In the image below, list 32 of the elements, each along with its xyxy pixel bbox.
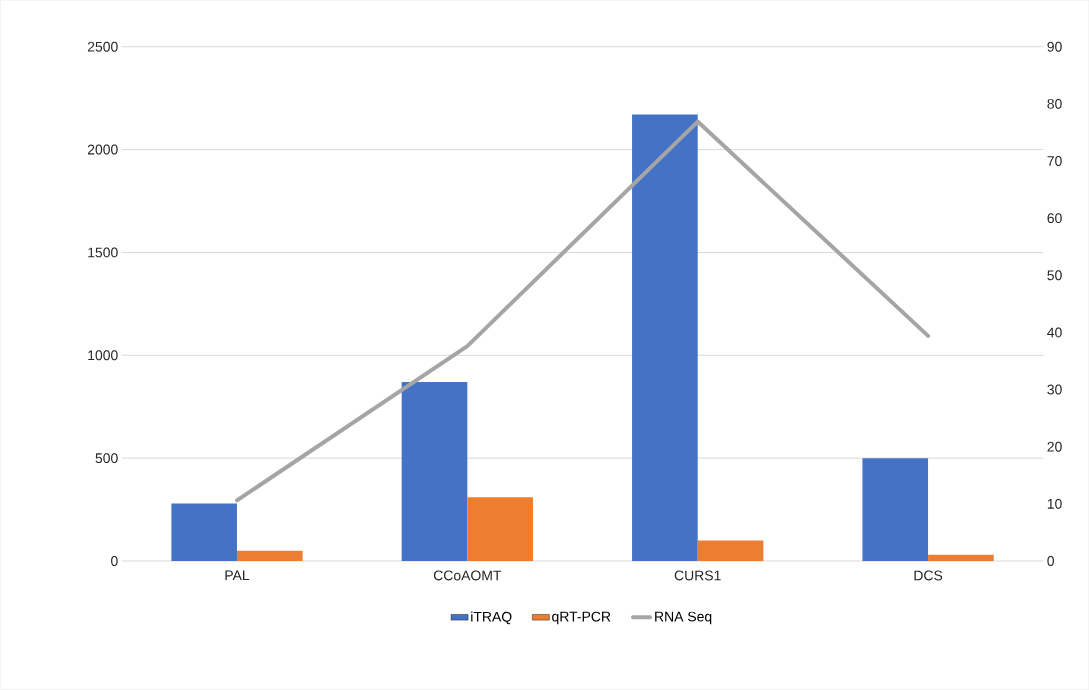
y2-tick-label: 0 xyxy=(1047,556,1055,567)
bar xyxy=(632,114,698,562)
y2-tick-label: 80 xyxy=(1047,99,1062,109)
y-tick-label: 500 xyxy=(95,453,118,464)
y-tick-label: 1000 xyxy=(88,350,118,361)
y2-tick-label: 20 xyxy=(1047,441,1062,452)
legend-label: qRT-PCR xyxy=(552,611,611,625)
y2-tick-label: 60 xyxy=(1047,213,1062,224)
bar xyxy=(171,503,237,562)
x-tick-label: CURS1 xyxy=(674,570,721,581)
y2-tick-label: 70 xyxy=(1047,156,1062,167)
y2-tick-label: 30 xyxy=(1047,384,1062,395)
bar xyxy=(862,458,929,562)
y2-tick-label: 90 xyxy=(1047,41,1062,52)
legend-label: RNA Seq xyxy=(655,611,712,625)
legend-label: iTRAQ xyxy=(471,611,512,625)
x-tick-label: CCoAOMT xyxy=(433,570,502,581)
y2-tick-label: 10 xyxy=(1047,499,1062,509)
y-tick-label: 2500 xyxy=(87,41,118,52)
y-tick-label: 0 xyxy=(111,556,118,567)
x-tick-label: PAL xyxy=(225,570,250,581)
x-tick-label: DCS xyxy=(914,570,943,581)
y2-tick-label: 50 xyxy=(1047,270,1062,281)
bar xyxy=(928,554,994,562)
y-tick-label: 1500 xyxy=(88,247,118,258)
y-tick-label: 2000 xyxy=(87,144,118,155)
bar xyxy=(697,540,764,562)
bar xyxy=(401,382,468,562)
y2-tick-label: 40 xyxy=(1047,327,1062,338)
bar xyxy=(467,497,533,562)
line-series xyxy=(234,119,931,503)
bar xyxy=(236,550,303,562)
